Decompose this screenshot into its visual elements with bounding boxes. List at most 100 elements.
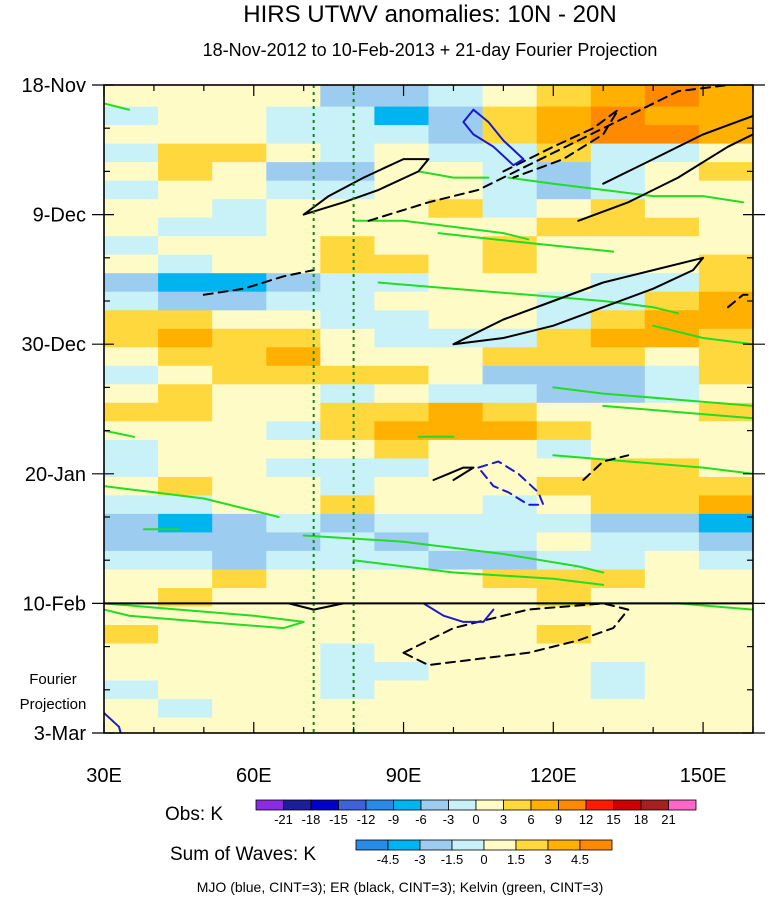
field-cell <box>212 606 267 626</box>
field-cell <box>374 421 430 441</box>
field-cell <box>266 476 321 496</box>
field-cell <box>644 328 700 348</box>
field-cell <box>482 291 538 311</box>
kelvin-contour <box>104 602 305 630</box>
field-cell <box>320 588 375 608</box>
field-cell <box>320 328 375 348</box>
field-cell <box>536 180 592 200</box>
field-cell <box>374 513 430 533</box>
field-cell <box>104 550 159 570</box>
field-cell <box>428 458 484 478</box>
field-cell <box>212 180 267 200</box>
field-cell <box>644 310 700 330</box>
colorbar-tick-label: 6 <box>527 812 534 827</box>
kelvin-contour <box>652 324 753 346</box>
field-cell <box>374 699 430 719</box>
field-cell <box>428 495 484 515</box>
field-cell <box>158 421 213 441</box>
x-tick-label: 120E <box>530 765 577 787</box>
field-cell <box>212 569 267 589</box>
kelvin-contour <box>104 485 280 518</box>
field-cell <box>536 291 592 311</box>
field-cell <box>644 532 700 552</box>
field-cell <box>590 328 646 348</box>
field-cell <box>320 347 375 367</box>
field-cell <box>374 328 430 348</box>
field-cell <box>590 643 646 663</box>
field-cell <box>104 588 159 608</box>
field-cell <box>212 328 267 348</box>
field-cell <box>212 236 267 256</box>
field-cell <box>374 236 430 256</box>
field-cell <box>320 310 375 330</box>
field-cell <box>212 643 267 663</box>
field-cell <box>320 532 375 552</box>
field-cell <box>698 421 753 441</box>
field-cell <box>320 291 375 311</box>
field-cell <box>374 310 430 330</box>
field-cell <box>320 699 375 719</box>
field-cell <box>590 476 646 496</box>
field-cell <box>428 439 484 459</box>
colorbar-tick-label: 12 <box>579 812 593 827</box>
field-cell <box>320 495 375 515</box>
field-cell <box>428 143 484 163</box>
field-cell <box>428 180 484 200</box>
field-cell <box>644 143 700 163</box>
field-cell <box>590 717 646 733</box>
field-cell <box>590 217 646 237</box>
field-cell <box>644 588 700 608</box>
field-cell <box>266 143 321 163</box>
colorbar-tick-label: 3 <box>544 852 551 867</box>
field-cell <box>698 569 753 589</box>
field-cell <box>374 402 430 422</box>
field-cell <box>698 606 753 626</box>
field-cell <box>698 273 753 293</box>
er-contour <box>202 269 315 296</box>
er-contour <box>287 602 345 611</box>
field-cell <box>266 347 321 367</box>
er-contour <box>727 293 753 309</box>
field-cell <box>158 495 213 515</box>
field-cell <box>158 365 213 385</box>
colorbar-swatch <box>515 839 549 851</box>
er-contour <box>602 114 753 185</box>
field-cell <box>698 217 753 237</box>
field-cell <box>644 217 700 237</box>
field-cell <box>644 180 700 200</box>
field-cell <box>158 125 213 145</box>
field-cell <box>644 717 700 733</box>
field-cell <box>320 273 375 293</box>
field-cell <box>428 328 484 348</box>
field-cell <box>536 625 592 645</box>
field-cell <box>266 513 321 533</box>
field-cell <box>104 532 159 552</box>
field-cell <box>104 106 159 126</box>
field-cell <box>536 402 592 422</box>
field-cell <box>428 550 484 570</box>
colorbar-swatch <box>283 799 312 811</box>
chart-title: HIRS UTWV anomalies: 10N - 20N <box>243 1 616 28</box>
colorbar-tick-label: 4.5 <box>571 852 589 867</box>
field-cell <box>212 421 267 441</box>
field-cell <box>482 569 538 589</box>
field-cell <box>158 291 213 311</box>
field-cell <box>158 384 213 404</box>
field-cell <box>482 699 538 719</box>
field-cell <box>212 402 267 422</box>
field-cell <box>536 588 592 608</box>
y-tick-label: 20-Jan <box>25 464 86 486</box>
field-cell <box>158 217 213 237</box>
kelvin-contour <box>437 232 615 253</box>
colorbar-swatch <box>310 799 339 811</box>
field-cell <box>536 347 592 367</box>
field-cell <box>482 347 538 367</box>
field-cell <box>482 532 538 552</box>
field-cell <box>590 588 646 608</box>
field-cell <box>698 106 753 126</box>
field-cell <box>590 143 646 163</box>
field-cell <box>590 365 646 385</box>
kelvin-contour <box>417 170 490 179</box>
field-cell <box>644 643 700 663</box>
